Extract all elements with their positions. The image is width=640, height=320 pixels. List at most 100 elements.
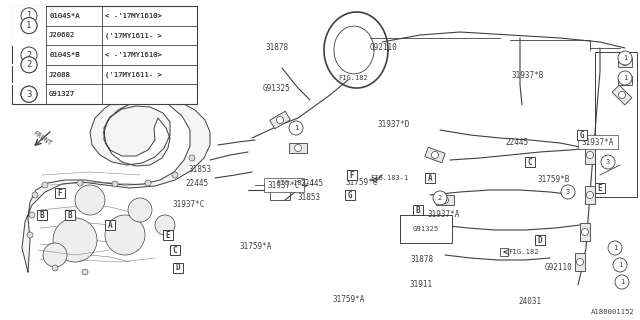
Circle shape — [32, 192, 38, 198]
Text: 2: 2 — [26, 51, 31, 60]
Text: 31853: 31853 — [189, 165, 212, 174]
Text: G: G — [348, 190, 352, 199]
Circle shape — [52, 265, 58, 271]
Text: F: F — [349, 171, 355, 180]
Text: D: D — [538, 236, 542, 244]
Text: 0104S*A: 0104S*A — [49, 13, 79, 19]
Bar — [37, 210, 47, 220]
Text: < -'17MY1610>: < -'17MY1610> — [105, 13, 162, 19]
Circle shape — [29, 212, 35, 218]
Bar — [575, 253, 585, 271]
Text: 3: 3 — [606, 159, 610, 165]
Text: J20602: J20602 — [49, 32, 76, 38]
Text: 31937*A: 31937*A — [428, 210, 460, 219]
Bar — [618, 58, 632, 67]
Bar — [413, 205, 423, 215]
Bar — [585, 146, 595, 164]
Text: 3: 3 — [26, 90, 32, 99]
Circle shape — [145, 180, 151, 186]
Text: 22445: 22445 — [300, 179, 323, 188]
Circle shape — [128, 198, 152, 222]
Circle shape — [21, 8, 37, 24]
Circle shape — [21, 86, 37, 102]
Circle shape — [601, 155, 615, 169]
Bar — [525, 157, 535, 167]
Text: ('17MY1611- >: ('17MY1611- > — [105, 71, 162, 78]
Circle shape — [442, 196, 449, 204]
Text: 1: 1 — [613, 245, 617, 251]
Text: G91325: G91325 — [413, 226, 439, 232]
Bar — [580, 223, 590, 241]
Text: 31911: 31911 — [410, 280, 433, 289]
Circle shape — [21, 57, 37, 73]
Bar — [264, 178, 304, 192]
Text: FIG.183-1: FIG.183-1 — [370, 175, 408, 181]
Text: 31759*A: 31759*A — [240, 242, 273, 251]
Circle shape — [431, 151, 438, 158]
Text: G91327: G91327 — [49, 91, 76, 97]
Text: G91327: G91327 — [49, 91, 76, 97]
Bar — [585, 186, 595, 204]
Text: E: E — [166, 230, 170, 239]
Polygon shape — [22, 97, 210, 272]
Text: 1: 1 — [618, 262, 622, 268]
Bar — [105, 220, 115, 230]
Text: 0104S*B: 0104S*B — [49, 52, 79, 58]
Circle shape — [53, 218, 97, 262]
Bar — [345, 190, 355, 200]
Text: FIG.182: FIG.182 — [508, 249, 539, 255]
Bar — [173, 263, 183, 273]
Text: 31878: 31878 — [410, 255, 433, 265]
Text: C: C — [173, 245, 177, 254]
Bar — [13, 7, 45, 103]
Bar — [436, 195, 454, 205]
Bar — [578, 135, 618, 149]
Bar — [12, 6, 46, 45]
Text: 31937*A: 31937*A — [582, 138, 614, 147]
Bar — [163, 230, 173, 240]
Circle shape — [105, 215, 145, 255]
Bar — [425, 147, 445, 163]
Circle shape — [289, 121, 303, 135]
Bar — [269, 111, 291, 129]
Text: 31937*D: 31937*D — [378, 120, 410, 129]
Circle shape — [21, 47, 37, 63]
Bar — [577, 130, 587, 140]
Circle shape — [577, 259, 584, 266]
Bar — [500, 248, 508, 256]
Circle shape — [43, 243, 67, 267]
Text: G: G — [580, 131, 584, 140]
Bar — [595, 183, 605, 193]
Text: 31759*A: 31759*A — [333, 295, 365, 304]
Bar — [618, 76, 632, 84]
Text: < -'17MY1610>: < -'17MY1610> — [105, 52, 162, 58]
Circle shape — [615, 275, 629, 289]
Bar — [347, 170, 357, 180]
Circle shape — [21, 86, 37, 102]
Bar — [595, 52, 637, 197]
Circle shape — [276, 116, 284, 124]
Text: 1: 1 — [623, 75, 627, 81]
Text: ('17MY1611- >: ('17MY1611- > — [105, 32, 162, 39]
Text: 24031: 24031 — [518, 297, 541, 306]
Text: A: A — [108, 220, 112, 229]
Text: 2: 2 — [438, 195, 442, 201]
Circle shape — [27, 232, 33, 238]
Text: 2: 2 — [26, 60, 31, 69]
Text: 31759*B: 31759*B — [538, 175, 570, 184]
Text: B: B — [416, 205, 420, 214]
Circle shape — [618, 92, 625, 99]
Circle shape — [77, 180, 83, 186]
Text: FRONT: FRONT — [31, 130, 52, 147]
Text: E: E — [598, 183, 602, 193]
Text: 3: 3 — [566, 189, 570, 195]
Text: 1: 1 — [26, 21, 31, 30]
Text: 0104S*B: 0104S*B — [49, 52, 79, 58]
Text: G92110: G92110 — [545, 263, 573, 273]
Text: 2: 2 — [26, 60, 32, 69]
Text: 1: 1 — [623, 55, 627, 61]
Text: D: D — [176, 263, 180, 273]
Bar — [400, 215, 452, 243]
Circle shape — [586, 191, 593, 198]
Circle shape — [618, 51, 632, 65]
